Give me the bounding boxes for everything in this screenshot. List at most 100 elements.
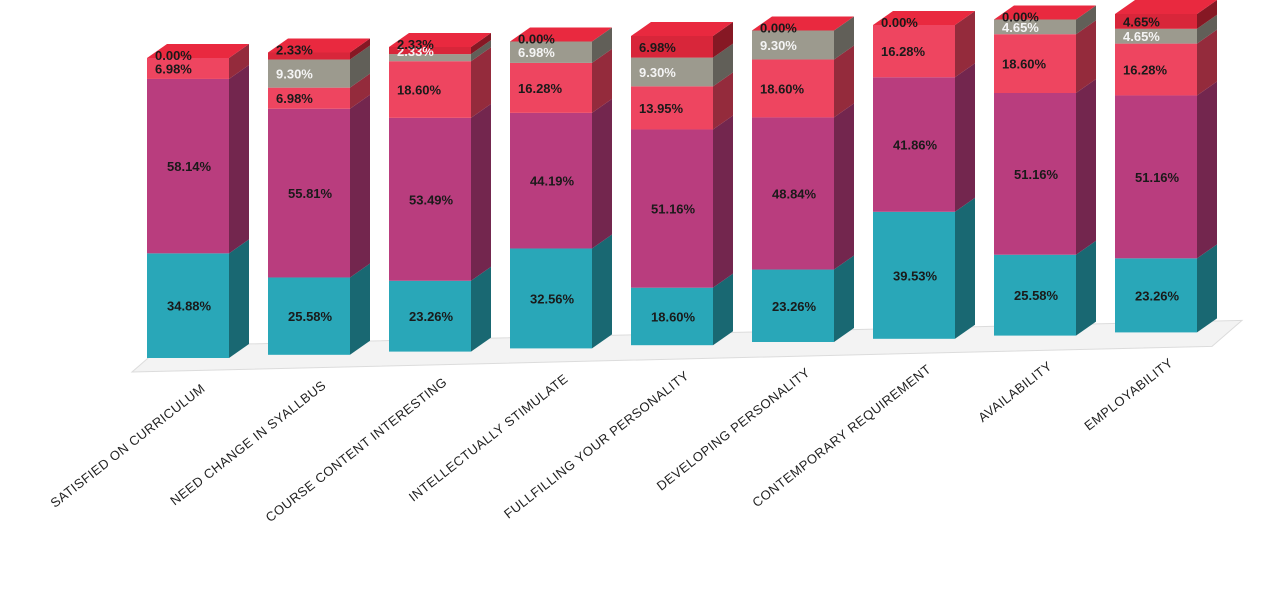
- bar-segment-side: [955, 11, 975, 78]
- bar-top: [510, 27, 612, 42]
- data-label: 9.30%: [276, 67, 313, 82]
- bar-segment-side: [592, 48, 612, 113]
- data-label: 18.60%: [760, 81, 805, 96]
- bar-segment: [631, 129, 713, 288]
- bar-segment: [1115, 28, 1197, 44]
- bar-segment: [147, 58, 229, 79]
- category-label: FULLFILLING YOUR PERSONALITY: [501, 368, 692, 522]
- bar-top: [994, 5, 1096, 20]
- bar-segment-side: [350, 45, 370, 88]
- data-label: 34.88%: [167, 299, 212, 314]
- bar-segment-side: [350, 38, 370, 60]
- bar-segment-side: [713, 273, 733, 346]
- bar-segment: [147, 253, 229, 358]
- data-label: 9.30%: [760, 38, 797, 53]
- bar-segment-side: [1197, 0, 1217, 29]
- bar-segment: [389, 47, 471, 55]
- bar-segment-side: [471, 40, 491, 62]
- bar-segment: [1115, 258, 1197, 333]
- bar-segment-side: [229, 44, 249, 79]
- bar-segment-side: [713, 115, 733, 288]
- bar-segment-side: [471, 266, 491, 352]
- data-label: 0.00%: [881, 15, 918, 30]
- data-label: 2.33%: [397, 44, 434, 59]
- data-label: 0.00%: [155, 48, 192, 63]
- data-label: 13.95%: [639, 101, 684, 116]
- data-label: 51.16%: [1135, 170, 1180, 185]
- bar-segment: [147, 78, 229, 254]
- bar-segment-side: [834, 255, 854, 342]
- data-label: 6.98%: [155, 61, 192, 76]
- bar-segment-side: [1197, 81, 1217, 259]
- bar-segment: [268, 59, 350, 88]
- bar-segment-side: [834, 45, 854, 118]
- bar-segment-side: [1076, 79, 1096, 255]
- bar-segment-side: [592, 27, 612, 63]
- category-label: EMPLOYABILITY: [1081, 355, 1175, 433]
- bar-segment-side: [229, 64, 249, 254]
- bar-top: [873, 11, 975, 25]
- bar-segment: [631, 36, 713, 58]
- category-label: AVAILABILITY: [975, 358, 1055, 425]
- bar-segment: [631, 57, 713, 87]
- bar-segment: [752, 117, 834, 270]
- bar-top: [631, 22, 733, 36]
- data-label: 4.65%: [1123, 14, 1160, 29]
- bar-segment: [268, 277, 350, 355]
- bar-segment: [268, 108, 350, 278]
- data-label: 51.16%: [651, 202, 696, 217]
- bar-segment: [994, 19, 1076, 35]
- bar-segment-side: [955, 197, 975, 339]
- bar-segment: [631, 287, 713, 346]
- bar-segment: [1115, 95, 1197, 259]
- data-label: 25.58%: [1014, 288, 1059, 303]
- data-label: 2.33%: [397, 37, 434, 52]
- data-label: 0.00%: [1002, 10, 1039, 25]
- bar-segment: [389, 117, 471, 281]
- bar-segment: [752, 59, 834, 118]
- bar-segment: [873, 25, 955, 78]
- bar-segment: [510, 41, 592, 63]
- bar-top: [147, 44, 249, 58]
- data-label: 23.26%: [772, 299, 817, 314]
- bar-segment-side: [1076, 240, 1096, 336]
- bar-segment-side: [834, 103, 854, 270]
- data-label: 6.98%: [639, 40, 676, 55]
- data-label: 53.49%: [409, 192, 454, 207]
- bar-segment: [268, 52, 350, 60]
- data-label: 39.53%: [893, 268, 938, 283]
- bar-segment: [631, 86, 713, 130]
- data-label: 44.19%: [530, 174, 575, 189]
- bar-segment-side: [229, 239, 249, 358]
- category-label: COURSE CONTENT INTERESTING: [263, 374, 450, 525]
- category-label: CONTEMPORARY REQUIREMENT: [749, 361, 934, 510]
- data-label: 2.33%: [276, 43, 313, 58]
- bar-segment-side: [350, 263, 370, 355]
- bar-segment: [994, 93, 1076, 255]
- bar-segment-side: [350, 73, 370, 109]
- bar-segment: [1115, 43, 1197, 96]
- data-label: 6.98%: [518, 45, 555, 60]
- data-label: 23.26%: [409, 309, 454, 324]
- data-label: 6.98%: [276, 91, 313, 106]
- bar-segment-side: [1197, 29, 1217, 96]
- bar-segment-side: [1076, 20, 1096, 94]
- bar-segment: [268, 87, 350, 109]
- data-label: 41.86%: [893, 138, 938, 153]
- bar-segment: [389, 54, 471, 62]
- bar-segment-side: [592, 234, 612, 349]
- bar-segment: [752, 269, 834, 342]
- bar-segment-side: [834, 16, 854, 60]
- bar-segment-side: [713, 43, 733, 87]
- bar-segment-side: [471, 33, 491, 55]
- data-label: 4.65%: [1123, 29, 1160, 44]
- data-label: 51.16%: [1014, 167, 1059, 182]
- bar-segment: [1115, 14, 1197, 29]
- bar-segment: [510, 248, 592, 349]
- bar-segment: [389, 280, 471, 352]
- bar-segment-side: [471, 103, 491, 281]
- bar-top: [752, 16, 854, 31]
- data-label: 16.28%: [881, 44, 926, 59]
